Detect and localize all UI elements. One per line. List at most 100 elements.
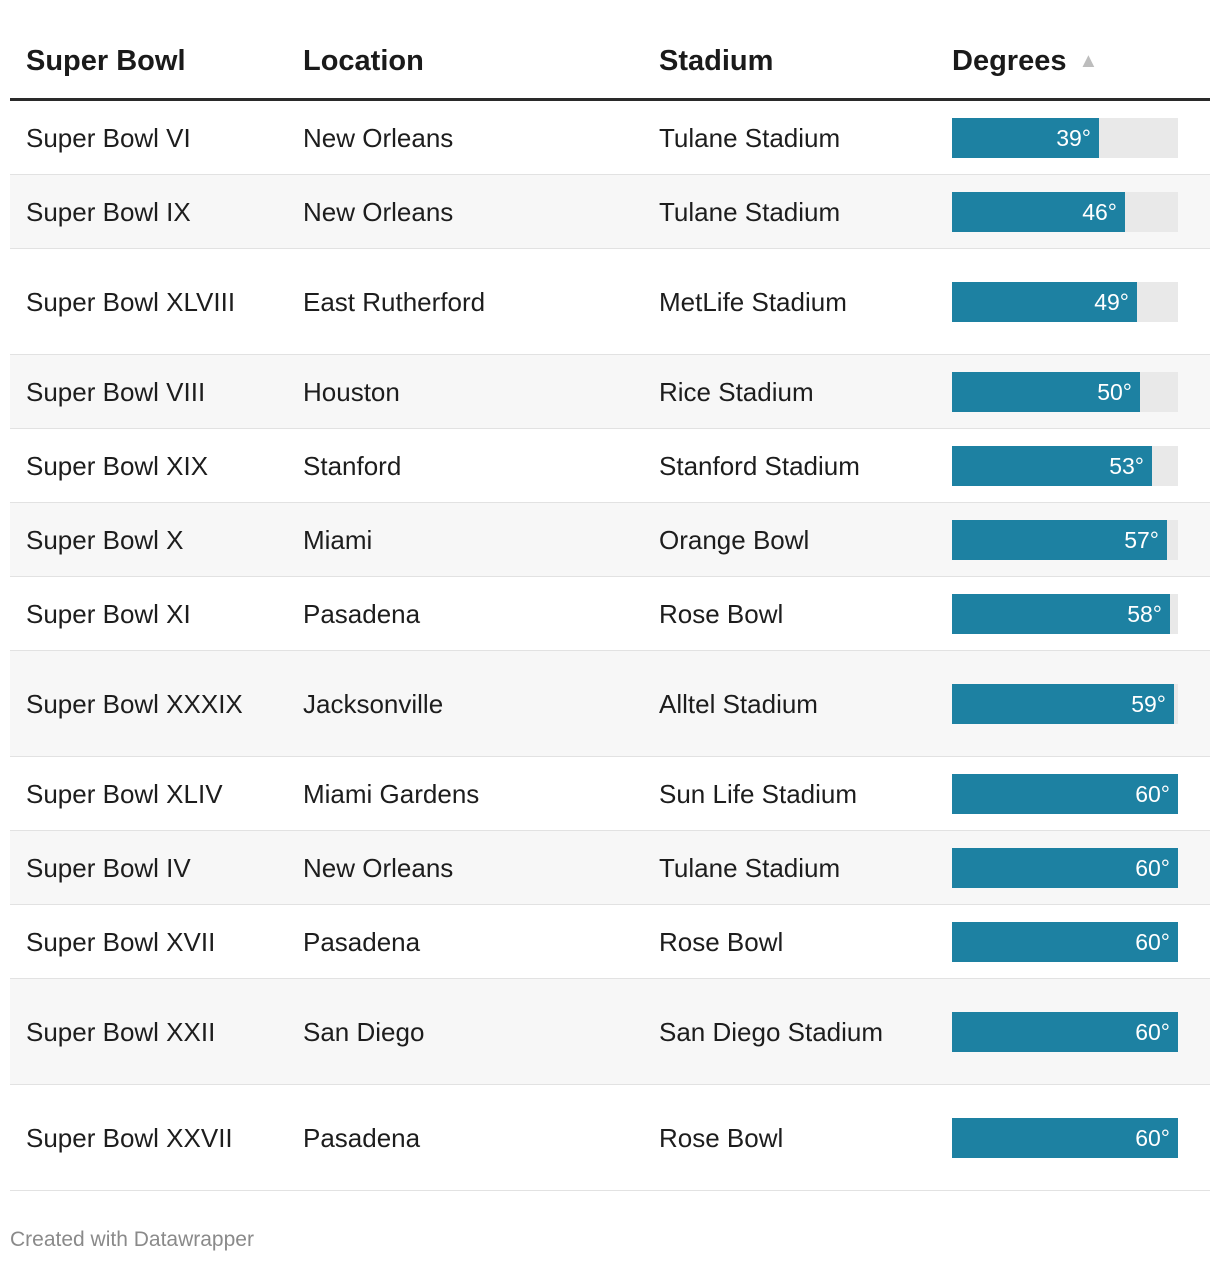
cell-degrees: 60°	[952, 979, 1178, 1084]
bar-track: 46°	[952, 191, 1178, 232]
cell-stadium: Sun Life Stadium	[659, 778, 858, 809]
cell-super-bowl: Super Bowl XIX	[26, 450, 209, 481]
cell-stadium: Stanford Stadium	[659, 450, 860, 481]
table-row: Super Bowl XLIV Miami Gardens Sun Life Sta…	[10, 757, 1210, 831]
bar: 39°	[952, 117, 1099, 158]
bar-track: 60°	[952, 773, 1178, 814]
header-degrees[interactable]: Degrees ▲	[952, 45, 1098, 78]
cell-location: New Orleans	[303, 852, 454, 883]
cell-degrees: 46°	[952, 175, 1178, 248]
bar: 57°	[952, 519, 1167, 560]
table-row: Super Bowl XI Pasadena Rose Bowl 58°	[10, 577, 1210, 651]
table-row: Super Bowl VIII Houston Rice Stadium 50°	[10, 355, 1210, 429]
cell-location: East Rutherford	[303, 286, 486, 317]
cell-super-bowl: Super Bowl IV	[26, 852, 191, 883]
bar-track: 57°	[952, 519, 1178, 560]
bar: 58°	[952, 593, 1170, 634]
cell-degrees: 39°	[952, 101, 1178, 174]
cell-stadium: MetLife Stadium	[659, 286, 847, 317]
table-row: Super Bowl XIX Stanford Stanford Stadium 53…	[10, 429, 1210, 503]
cell-super-bowl: Super Bowl XLVIII	[26, 286, 236, 317]
cell-stadium: Tulane Stadium	[659, 122, 841, 153]
table-row: Super Bowl XXII San Diego San Diego Stadiu…	[10, 979, 1210, 1085]
bar: 60°	[952, 847, 1178, 888]
cell-super-bowl: Super Bowl X	[26, 524, 184, 555]
table-row: Super Bowl XXVII Pasadena Rose Bowl 60°	[10, 1085, 1210, 1191]
header-location[interactable]: Location	[303, 45, 424, 77]
cell-location: Miami	[303, 524, 373, 555]
cell-super-bowl: Super Bowl XVII	[26, 926, 216, 957]
cell-degrees: 58°	[952, 577, 1178, 650]
table-body: Super Bowl VI New Orleans Tulane Stadium 39…	[10, 101, 1210, 1191]
cell-location: Stanford	[303, 450, 402, 481]
cell-degrees: 53°	[952, 429, 1178, 502]
bar-value-label: 60°	[1135, 854, 1170, 881]
table-row: Super Bowl XXXIX Jacksonville Alltel Stadi…	[10, 651, 1210, 757]
bar-value-label: 50°	[1097, 378, 1132, 405]
bar-value-label: 46°	[1082, 198, 1117, 225]
cell-super-bowl: Super Bowl XI	[26, 598, 191, 629]
bar-value-label: 49°	[1094, 288, 1129, 315]
datawrapper-credit: Created with Datawrapper	[10, 1228, 254, 1251]
bar-track: 60°	[952, 847, 1178, 888]
cell-location: Miami Gardens	[303, 778, 480, 809]
bar: 49°	[952, 281, 1137, 322]
cell-degrees: 50°	[952, 355, 1178, 428]
bar-value-label: 59°	[1131, 690, 1166, 717]
cell-degrees: 60°	[952, 757, 1178, 830]
header-stadium[interactable]: Stadium	[659, 45, 774, 77]
cell-location: Jacksonville	[303, 688, 444, 719]
cell-degrees: 57°	[952, 503, 1178, 576]
cell-super-bowl: Super Bowl VI	[26, 122, 191, 153]
bar: 46°	[952, 191, 1125, 232]
sort-ascending-icon[interactable]: ▲	[1078, 50, 1099, 72]
header-super-bowl[interactable]: Super Bowl	[26, 45, 186, 77]
bar-track: 58°	[952, 593, 1178, 634]
table-row: Super Bowl XVII Pasadena Rose Bowl 60°	[10, 905, 1210, 979]
bar-value-label: 60°	[1135, 1124, 1170, 1151]
cell-location: Pasadena	[303, 1122, 421, 1153]
header-degrees-label: Degrees	[952, 45, 1067, 77]
bar-track: 60°	[952, 921, 1178, 962]
cell-super-bowl: Super Bowl XXII	[26, 1016, 216, 1047]
cell-super-bowl: Super Bowl XXXIX	[26, 688, 243, 719]
bar-value-label: 60°	[1135, 780, 1170, 807]
bar-track: 49°	[952, 281, 1178, 322]
cell-super-bowl: Super Bowl XXVII	[26, 1122, 233, 1153]
table-row: Super Bowl IV New Orleans Tulane Stadium 60…	[10, 831, 1210, 905]
bar-value-label: 39°	[1056, 124, 1091, 151]
bar-track: 60°	[952, 1117, 1178, 1158]
bar-track: 53°	[952, 445, 1178, 486]
bar-value-label: 60°	[1135, 928, 1170, 955]
table-row: Super Bowl IX New Orleans Tulane Stadium 46…	[10, 175, 1210, 249]
bar-value-label: 57°	[1124, 526, 1159, 553]
cell-super-bowl: Super Bowl IX	[26, 196, 191, 227]
cell-location: San Diego	[303, 1016, 425, 1047]
cell-degrees: 59°	[952, 651, 1178, 756]
cell-stadium: San Diego Stadium	[659, 1016, 884, 1047]
cell-degrees: 49°	[952, 249, 1178, 354]
cell-super-bowl: Super Bowl VIII	[26, 376, 206, 407]
table-row: Super Bowl X Miami Orange Bowl 57°	[10, 503, 1210, 577]
table-row: Super Bowl VI New Orleans Tulane Stadium 39…	[10, 101, 1210, 175]
cell-super-bowl: Super Bowl XLIV	[26, 778, 223, 809]
bar: 60°	[952, 1011, 1178, 1052]
cell-location: New Orleans	[303, 122, 454, 153]
cell-stadium: Orange Bowl	[659, 524, 810, 555]
data-table: Super Bowl Location Stadium Degrees ▲ Sup…	[10, 0, 1210, 1191]
bar-track: 59°	[952, 683, 1178, 724]
bar-track: 39°	[952, 117, 1178, 158]
bar-track: 60°	[952, 1011, 1178, 1052]
cell-stadium: Rice Stadium	[659, 376, 814, 407]
bar-value-label: 58°	[1127, 600, 1162, 627]
cell-location: New Orleans	[303, 196, 454, 227]
cell-stadium: Tulane Stadium	[659, 196, 841, 227]
cell-degrees: 60°	[952, 831, 1178, 904]
cell-location: Houston	[303, 376, 400, 407]
bar: 59°	[952, 683, 1174, 724]
table-row: Super Bowl XLVIII East Rutherford MetLife …	[10, 249, 1210, 355]
cell-degrees: 60°	[952, 905, 1178, 978]
cell-stadium: Alltel Stadium	[659, 688, 818, 719]
bar-value-label: 60°	[1135, 1018, 1170, 1045]
bar: 60°	[952, 1117, 1178, 1158]
